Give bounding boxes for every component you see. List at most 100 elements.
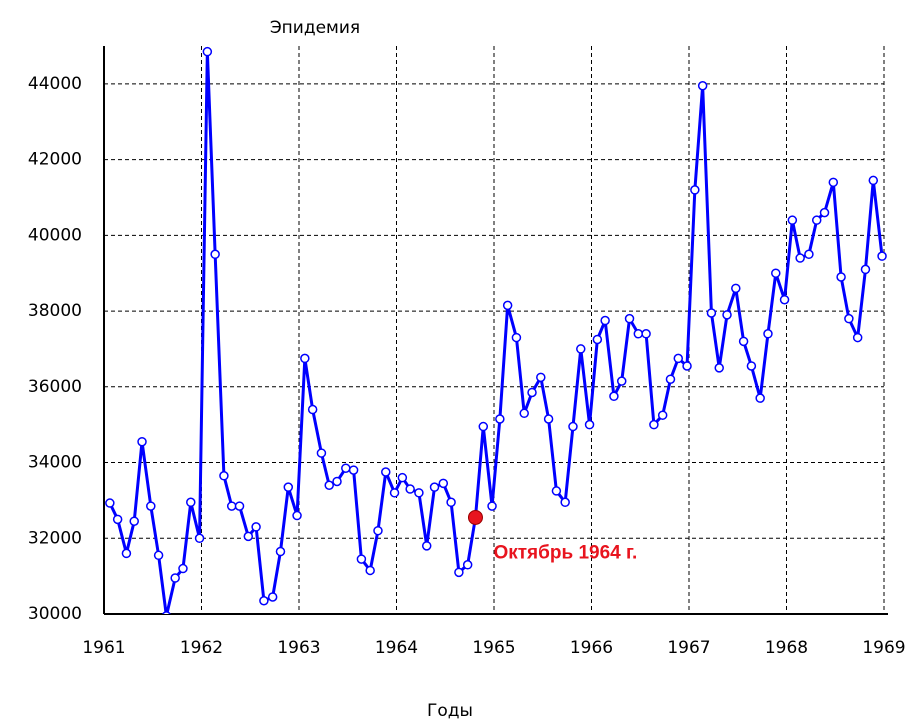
data-point — [332, 476, 342, 487]
data-point — [112, 514, 123, 525]
data-point — [804, 249, 814, 260]
data-point — [219, 471, 229, 481]
y-tick-label: 42000 — [28, 150, 82, 170]
data-point — [877, 251, 887, 261]
data-point — [746, 361, 757, 371]
data-point — [527, 387, 537, 398]
data-point — [137, 436, 147, 447]
data-point — [153, 550, 164, 561]
data-point — [487, 501, 497, 511]
data-point — [389, 488, 400, 498]
data-point — [202, 46, 213, 57]
data-point — [536, 372, 546, 383]
data-point — [414, 488, 424, 498]
data-point — [267, 592, 278, 602]
data-point — [462, 560, 473, 570]
data-point — [438, 478, 449, 489]
data-point — [568, 421, 578, 432]
data-point — [811, 215, 822, 225]
data-point — [300, 353, 310, 364]
y-tick-label: 44000 — [28, 74, 82, 94]
data-point — [381, 467, 391, 477]
y-tick-label: 38000 — [28, 301, 82, 321]
data-point — [226, 501, 237, 511]
data-point — [819, 207, 830, 218]
data-point — [771, 268, 781, 278]
x-tick-label: 1964 — [375, 638, 418, 658]
data-point — [543, 414, 554, 424]
y-tick-label: 36000 — [28, 377, 82, 397]
data-point — [292, 510, 302, 521]
y-tick-label: 40000 — [28, 225, 82, 245]
x-tick-label: 1962 — [180, 638, 223, 658]
data-point — [146, 501, 156, 511]
data-point — [162, 611, 171, 614]
data-point — [316, 448, 327, 458]
data-point — [519, 408, 529, 419]
data-point — [421, 541, 432, 551]
data-point — [641, 329, 651, 339]
x-axis-label: Годы — [427, 701, 473, 720]
data-point — [697, 81, 708, 91]
data-point — [576, 344, 586, 354]
data-point — [454, 567, 464, 578]
x-tick-label: 1969 — [862, 638, 905, 658]
data-point — [129, 516, 139, 526]
data-point — [251, 522, 261, 532]
data-point — [633, 329, 644, 339]
data-point — [616, 376, 627, 386]
data-point — [738, 336, 749, 347]
data-point — [763, 329, 773, 339]
data-point — [706, 308, 717, 318]
data-point — [584, 419, 595, 430]
data-point — [356, 554, 367, 564]
data-point — [868, 175, 879, 186]
data-point — [828, 177, 839, 188]
highlight-point — [467, 509, 483, 525]
x-tick-label: 1966 — [570, 638, 613, 658]
data-point — [852, 332, 863, 343]
data-point — [194, 533, 205, 544]
data-point — [560, 497, 570, 508]
data-point — [365, 565, 375, 576]
data-point — [844, 313, 854, 324]
data-point — [600, 315, 610, 326]
data-point — [341, 463, 351, 473]
data-point — [307, 404, 318, 415]
data-point — [836, 272, 846, 282]
grid — [103, 46, 888, 615]
data-point — [121, 548, 132, 559]
x-tick-label: 1961 — [82, 638, 125, 658]
data-point — [502, 300, 513, 311]
data-point — [551, 486, 562, 496]
data-point — [178, 563, 188, 574]
data-point — [210, 249, 220, 260]
x-tick-label: 1963 — [277, 638, 320, 658]
data-point — [657, 410, 668, 420]
data-point — [348, 465, 359, 475]
data-point — [234, 501, 245, 511]
data-point — [624, 313, 635, 324]
data-point — [324, 480, 334, 491]
y-tick-label: 34000 — [28, 453, 82, 473]
data-point — [649, 419, 659, 430]
annotation: Октябрь 1964 г. — [493, 542, 637, 563]
y-tick-label: 30000 — [28, 604, 82, 624]
data-point — [714, 363, 724, 373]
data-point — [731, 283, 741, 294]
data-point — [429, 482, 440, 492]
data-point — [446, 497, 456, 508]
data-point — [478, 421, 489, 432]
data-point — [243, 531, 254, 542]
data-point — [170, 573, 180, 583]
data-point — [722, 310, 732, 320]
data-point — [186, 497, 196, 508]
y-tick-label: 32000 — [28, 528, 82, 548]
data-point — [397, 472, 408, 483]
x-tick-label: 1968 — [765, 638, 808, 658]
data-point — [511, 332, 522, 343]
data-point — [495, 414, 505, 424]
data-point — [105, 498, 115, 508]
data-point — [787, 215, 798, 225]
